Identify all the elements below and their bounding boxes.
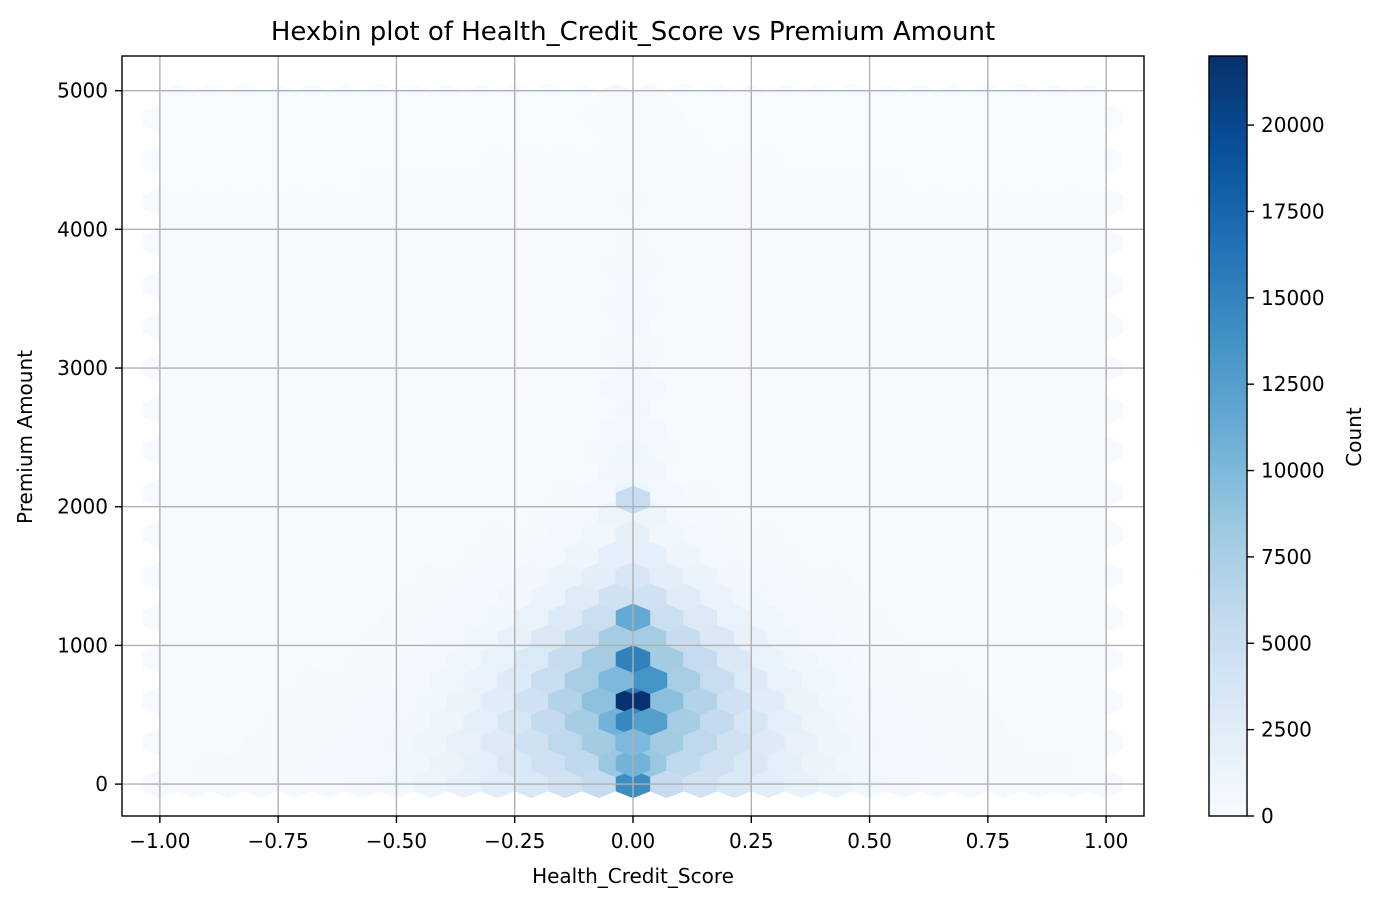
y-tick-label: 1000 <box>57 633 108 657</box>
colorbar-tick-label: 10000 <box>1261 459 1325 483</box>
y-tick-label: 4000 <box>57 217 108 241</box>
colorbar: 0 2500 5000 7500 10000 12500 15000 17500 20000 C… <box>1208 55 1366 828</box>
y-axis-ticks: 0 1000 2000 3000 4000 5000 <box>57 79 122 796</box>
x-axis-label: Health_Credit_Score <box>532 864 734 888</box>
y-tick-label: 0 <box>95 772 108 796</box>
colorbar-frame <box>1208 55 1248 817</box>
colorbar-tick-label: 2500 <box>1261 718 1312 742</box>
colorbar-ticks: 0 2500 5000 7500 10000 12500 15000 17500 20000 <box>1247 113 1325 828</box>
colorbar-tick-label: 12500 <box>1261 372 1325 396</box>
x-tick-label: 0.50 <box>847 829 892 853</box>
colorbar-gradient <box>1209 56 1247 816</box>
colorbar-label: Count <box>1342 407 1366 467</box>
chart-title: Hexbin plot of Health_Credit_Score vs Pr… <box>271 17 995 47</box>
x-tick-label: 0.25 <box>729 829 774 853</box>
colorbar-tick-label: 20000 <box>1261 113 1325 137</box>
x-tick-label: 0.75 <box>966 829 1011 853</box>
x-tick-label: −1.00 <box>129 829 190 853</box>
x-tick-label: 0.00 <box>611 829 656 853</box>
x-tick-label: −0.75 <box>247 829 308 853</box>
x-axis-ticks: −1.00 −0.75 −0.50 −0.25 0.00 0.25 0.50 0.75 1.00 <box>129 816 1128 853</box>
colorbar-tick-label: 17500 <box>1261 199 1325 223</box>
y-tick-label: 3000 <box>57 356 108 380</box>
y-tick-label: 5000 <box>57 79 108 103</box>
x-tick-label: −0.25 <box>484 829 545 853</box>
colorbar-tick-label: 7500 <box>1261 545 1312 569</box>
colorbar-tick-label: 5000 <box>1261 631 1312 655</box>
plot-area: −1.00 −0.75 −0.50 −0.25 0.00 0.25 0.50 0.75 1.00… <box>57 55 1145 853</box>
y-tick-label: 2000 <box>57 495 108 519</box>
x-tick-label: 1.00 <box>1084 829 1129 853</box>
colorbar-tick-label: 15000 <box>1261 286 1325 310</box>
x-tick-label: −0.50 <box>366 829 427 853</box>
gridlines <box>122 56 1144 816</box>
colorbar-tick-label: 0 <box>1261 804 1274 828</box>
y-axis-label: Premium Amount <box>13 350 37 524</box>
